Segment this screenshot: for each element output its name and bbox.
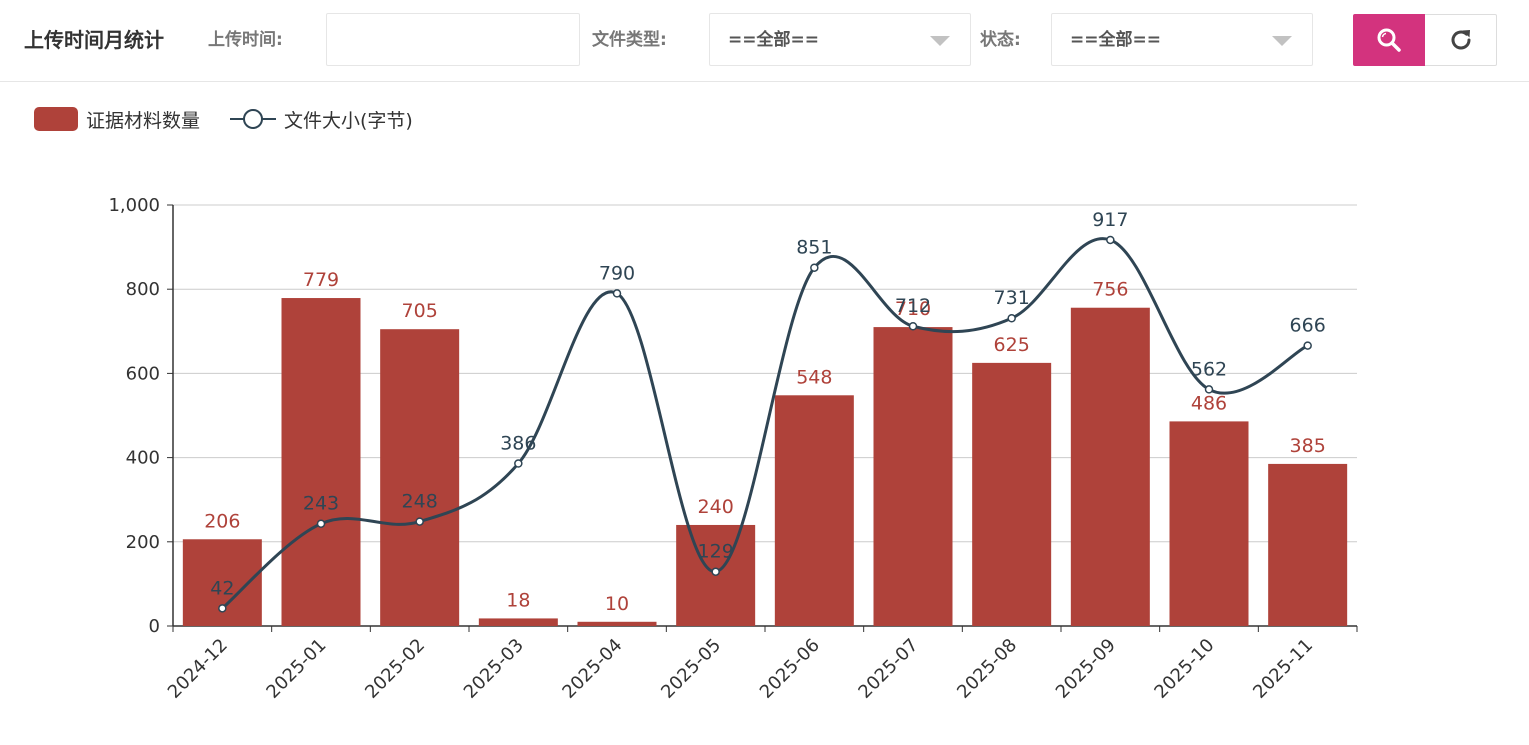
bar-value-label: 705: [402, 300, 438, 322]
x-tick-label: 2025-01: [262, 635, 330, 703]
search-button[interactable]: [1353, 14, 1425, 66]
upload-time-input[interactable]: [326, 13, 580, 66]
legend-bar-label: 证据材料数量: [86, 109, 201, 132]
line-value-label: 386: [500, 432, 536, 454]
line-point: [415, 517, 424, 526]
line-value-label: 42: [210, 577, 234, 599]
legend-item-bar[interactable]: 证据材料数量: [34, 104, 200, 134]
search-icon: [1377, 28, 1401, 52]
bar: [774, 395, 854, 626]
line-point: [316, 519, 326, 528]
upload-time-label: 上传时间:: [208, 30, 283, 50]
file-type-selected-value: ==全部==: [728, 30, 819, 50]
file-type-select[interactable]: ==全部==: [709, 13, 971, 66]
line-value-label: 712: [895, 295, 931, 317]
x-tick-label: 2025-09: [1052, 635, 1120, 703]
bar-value-label: 548: [796, 366, 832, 388]
x-tick-label: 2025-05: [657, 635, 725, 703]
line-point: [1106, 235, 1115, 245]
bar-value-label: 625: [994, 334, 1030, 356]
bar: [577, 621, 657, 626]
bar-value-label: 779: [303, 269, 339, 291]
bar-value-label: 385: [1290, 435, 1326, 457]
filter-toolbar: 上传时间月统计 上传时间: 文件类型: ==全部== 状态: ==全部==: [0, 0, 1529, 82]
bar-value-label: 756: [1092, 279, 1128, 301]
x-tick-label: 2025-04: [558, 635, 626, 703]
line-point: [514, 459, 523, 468]
legend-line-marker: [230, 109, 276, 129]
bar-value-label: 206: [204, 510, 240, 532]
legend-item-line[interactable]: 文件大小(字节): [230, 104, 413, 134]
bar: [281, 298, 361, 626]
line-point: [1007, 313, 1016, 323]
x-tick-label: 2025-07: [854, 635, 922, 703]
line-value-label: 248: [402, 491, 438, 513]
chevron-down-icon: [1272, 36, 1292, 46]
bar: [478, 618, 558, 626]
y-tick-label: 600: [126, 363, 160, 384]
line-value-label: 243: [303, 493, 339, 515]
legend-bar-swatch: [34, 107, 78, 131]
bar: [1268, 463, 1348, 626]
line-value-label: 917: [1092, 209, 1128, 231]
series-line: [221, 237, 1309, 610]
bar: [1169, 421, 1249, 626]
refresh-icon: [1451, 30, 1470, 50]
status-select[interactable]: ==全部==: [1051, 13, 1313, 66]
refresh-button[interactable]: [1425, 14, 1497, 66]
bar-value-label: 486: [1191, 392, 1227, 414]
y-tick-label: 1,000: [108, 195, 160, 216]
bar-value-label: 240: [698, 496, 734, 518]
line-point: [1303, 341, 1312, 350]
y-tick-label: 400: [126, 448, 160, 469]
line-value-label: 731: [994, 287, 1030, 309]
x-tick-label: 2025-10: [1150, 635, 1218, 703]
chevron-down-icon: [930, 36, 950, 46]
line-point: [711, 567, 720, 576]
y-tick-label: 0: [149, 616, 160, 637]
x-tick-label: 2025-02: [361, 635, 429, 703]
bar-value-label: 10: [605, 593, 629, 615]
legend-line-label: 文件大小(字节): [284, 109, 413, 132]
line-value-label: 790: [599, 262, 635, 284]
bar: [1070, 307, 1150, 626]
bar: [380, 329, 460, 626]
y-tick-label: 200: [126, 532, 160, 553]
x-tick-label: 2025-08: [953, 635, 1021, 703]
x-tick-label: 2025-06: [756, 635, 824, 703]
line-point: [218, 604, 227, 613]
bar: [873, 327, 953, 626]
bar-value-label: 18: [506, 589, 530, 611]
x-tick-label: 2025-11: [1249, 635, 1317, 703]
line-value-label: 562: [1191, 358, 1227, 380]
line-value-label: 851: [796, 237, 832, 259]
bar-value-label: 710: [895, 298, 931, 320]
line-point: [908, 321, 918, 331]
x-tick-label: 2024-12: [164, 635, 232, 703]
line-value-label: 129: [698, 541, 734, 563]
x-tick-label: 2025-03: [460, 635, 528, 703]
line-point: [1204, 385, 1214, 394]
line-point: [612, 289, 622, 298]
status-selected-value: ==全部==: [1070, 30, 1161, 50]
line-point: [810, 263, 819, 272]
status-label: 状态:: [980, 30, 1021, 50]
y-tick-label: 800: [126, 279, 160, 300]
bar: [972, 362, 1052, 626]
line-value-label: 666: [1290, 315, 1326, 337]
file-type-label: 文件类型:: [592, 30, 667, 50]
page-title: 上传时间月统计: [24, 28, 164, 52]
